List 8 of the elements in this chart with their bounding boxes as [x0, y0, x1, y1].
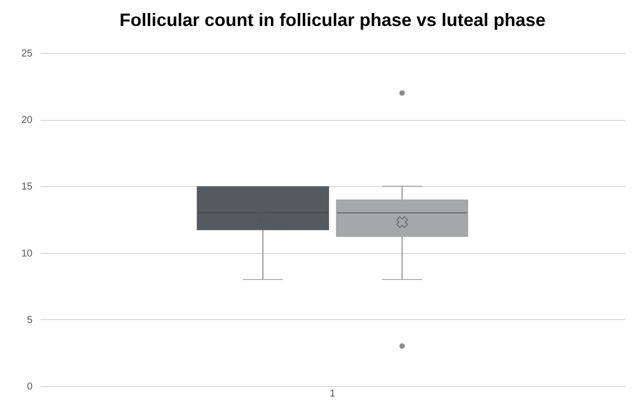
x-tick-label: 1	[330, 388, 336, 400]
chart-title: Follicular count in follicular phase vs luteal phase	[119, 10, 546, 30]
y-tick-label: 10	[21, 248, 33, 260]
y-tick-label: 25	[21, 48, 33, 60]
y-tick-label: 15	[21, 182, 33, 193]
y-tick-label: 0	[26, 382, 33, 392]
y-tick-label: 5	[26, 314, 33, 326]
y-tick-label: 20	[21, 115, 33, 126]
